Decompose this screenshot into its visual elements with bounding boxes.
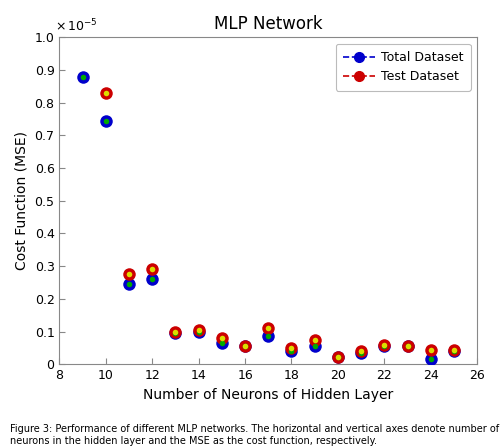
Point [310,336,318,343]
Point [450,348,458,355]
Point [148,276,156,283]
Point [148,276,156,283]
Point [334,353,342,361]
Point [125,271,133,278]
Point [380,341,388,348]
Legend: Total Dataset, Test Dataset: Total Dataset, Test Dataset [336,43,471,91]
Point [357,349,365,356]
Point [264,333,272,340]
Title: MLP Network: MLP Network [214,15,322,33]
Point [172,330,179,337]
Point [426,356,434,363]
Point [78,73,86,80]
Point [288,348,296,355]
Point [125,280,133,288]
Point [310,343,318,350]
Point [334,353,342,361]
Point [78,73,86,80]
X-axis label: Number of Neurons of Hidden Layer: Number of Neurons of Hidden Layer [143,388,394,402]
Point [194,328,202,335]
Point [334,353,342,361]
Point [426,356,434,363]
Point [218,335,226,342]
Point [148,266,156,273]
Point [450,346,458,353]
Point [218,340,226,347]
Point [334,353,342,361]
Point [264,333,272,340]
Point [310,343,318,350]
Point [241,343,249,350]
Point [148,266,156,273]
Point [241,343,249,350]
Point [102,89,110,96]
Point [288,345,296,352]
Point [264,325,272,332]
Point [357,348,365,355]
Point [404,343,411,350]
Point [426,346,434,353]
Point [450,346,458,353]
Point [218,340,226,347]
Point [125,280,133,288]
Point [450,348,458,355]
Point [102,89,110,96]
Point [241,343,249,350]
Point [357,348,365,355]
Point [288,348,296,355]
Point [380,343,388,350]
Point [194,326,202,333]
Point [102,117,110,124]
Point [426,346,434,353]
Point [288,345,296,352]
Point [241,343,249,350]
Point [172,328,179,335]
Point [264,325,272,332]
Point [194,328,202,335]
Y-axis label: Cost Function (MSE): Cost Function (MSE) [15,131,29,270]
Point [172,330,179,337]
Text: Figure 3: Performance of different MLP networks. The horizontal and vertical axe: Figure 3: Performance of different MLP n… [10,424,499,446]
Text: $\times\,10^{-5}$: $\times\,10^{-5}$ [55,17,98,34]
Point [125,271,133,278]
Point [194,326,202,333]
Point [380,343,388,350]
Point [380,341,388,348]
Point [404,343,411,350]
Point [172,328,179,335]
Point [357,349,365,356]
Point [102,117,110,124]
Point [404,343,411,350]
Point [404,343,411,350]
Point [310,336,318,343]
Point [218,335,226,342]
